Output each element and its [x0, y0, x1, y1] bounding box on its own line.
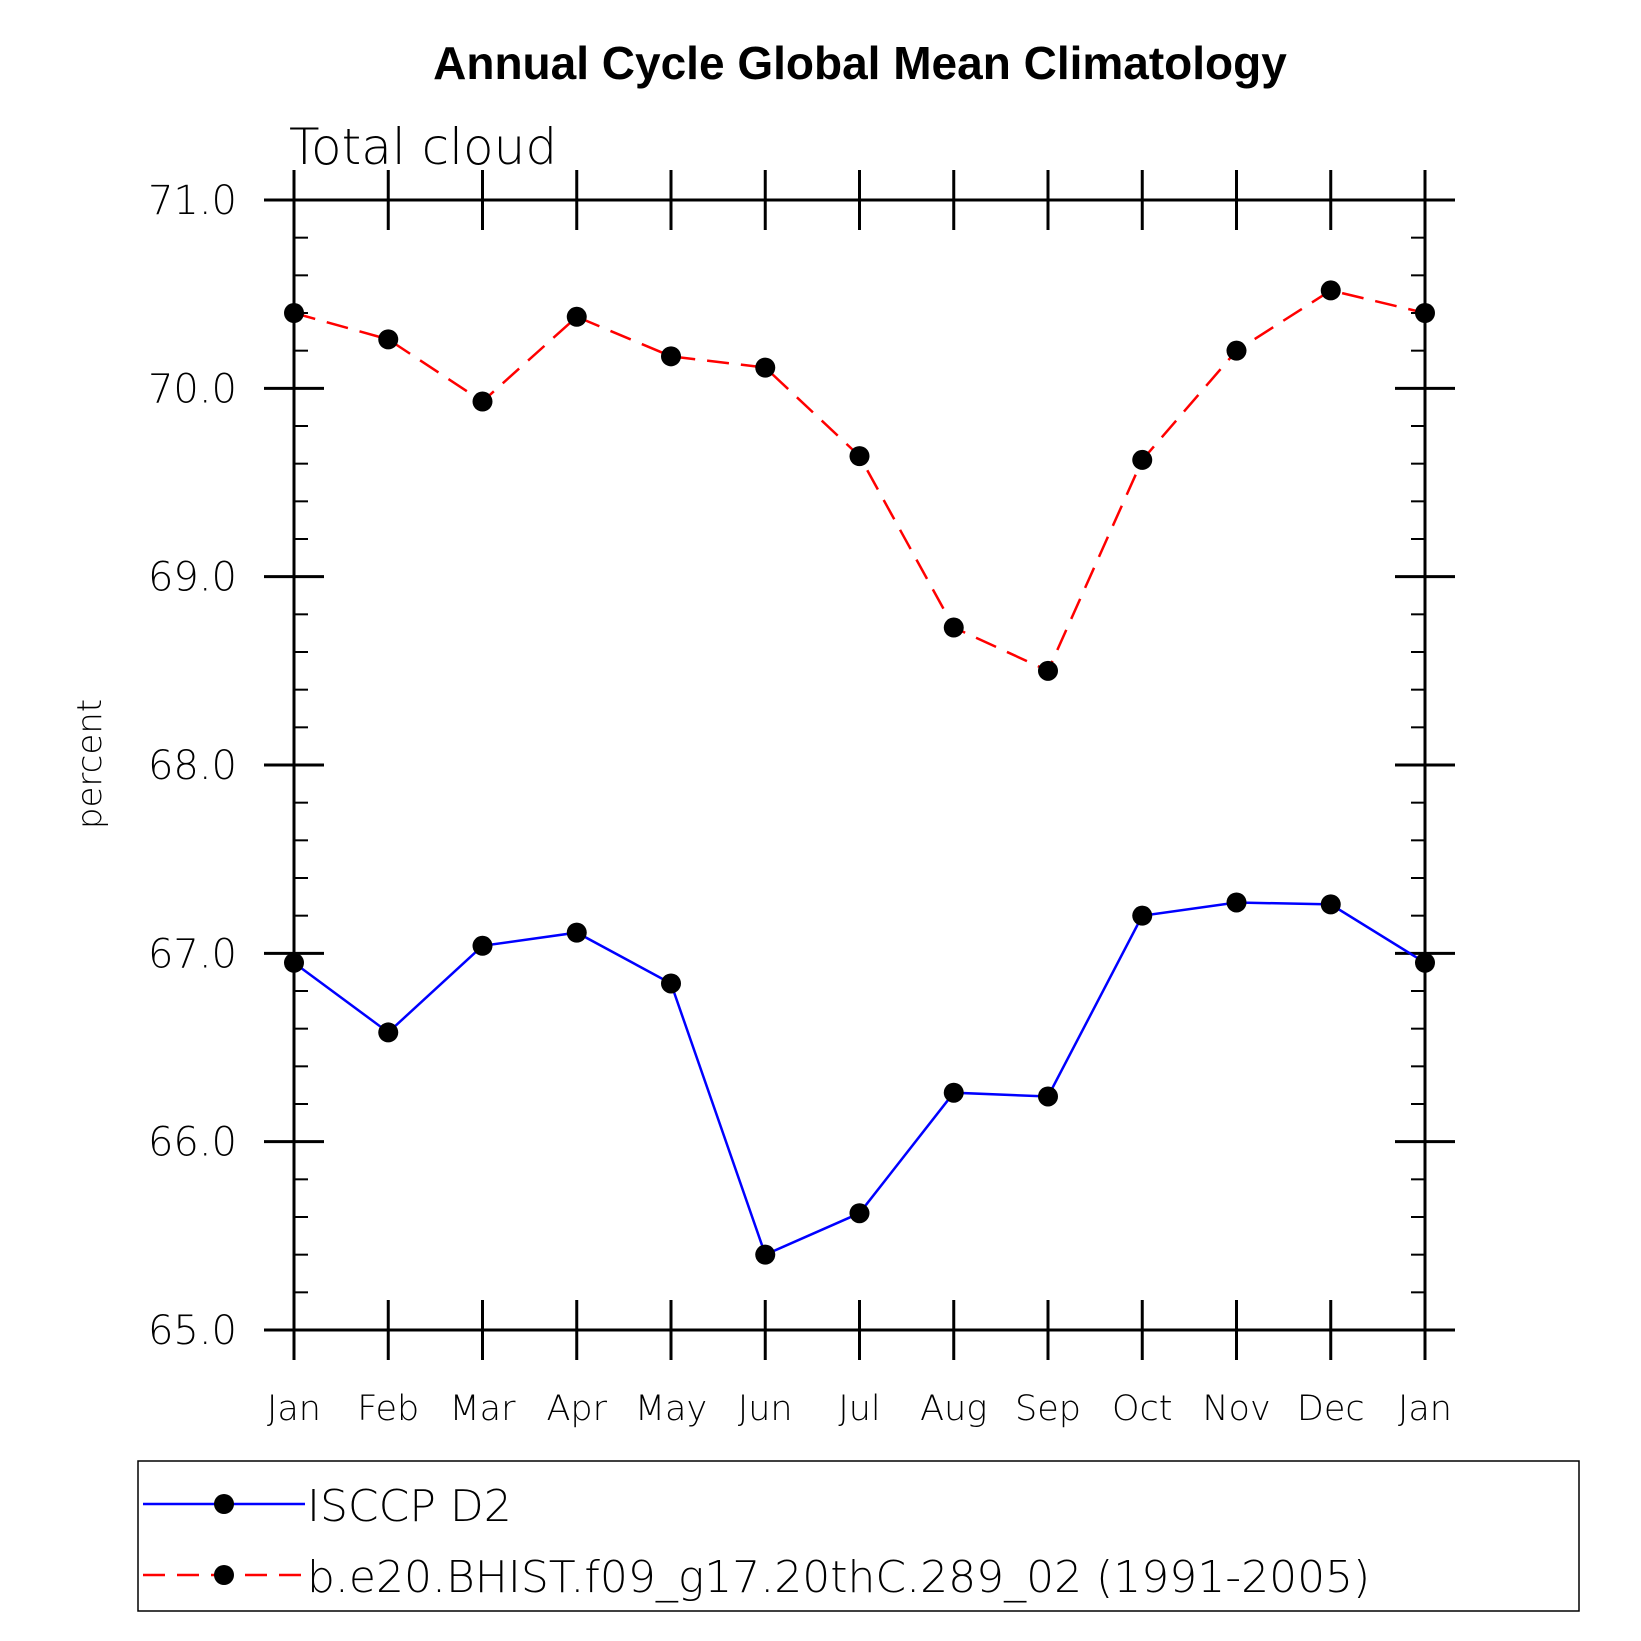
legend-box [137, 1460, 1580, 1612]
data-point [472, 935, 493, 956]
x-tick-label: Jan [1398, 1389, 1452, 1429]
data-point [943, 617, 964, 638]
series-markers [284, 280, 1435, 1265]
legend-label-isccp: ISCCP D2 [307, 1481, 512, 1532]
data-point [661, 346, 681, 367]
x-tick-label: Sep [1015, 1389, 1081, 1429]
legend: ISCCP D2 b.e20.BHIST.f09_g17.20thC.289_0… [137, 1460, 1580, 1612]
x-tick-label: Jun [738, 1389, 793, 1429]
data-point [284, 952, 304, 973]
y-tick-label: 65.0 [148, 1308, 237, 1354]
data-point [1320, 894, 1341, 915]
x-tick-label: Feb [357, 1389, 419, 1429]
chart-title: Annual Cycle Global Mean Climatology [433, 37, 1287, 89]
y-axis-label: percent [70, 699, 110, 829]
chart-subtitle: Total cloud [289, 118, 557, 176]
data-point [1415, 303, 1435, 323]
x-tick-label: Nov [1202, 1389, 1270, 1429]
x-tick-labels: Jan Feb Mar Apr May Jun Jul Aug Sep Oct Nov Dec Jan [267, 1389, 1452, 1429]
y-tick-label: 67.0 [148, 931, 237, 977]
y-tick-label: 71.0 [148, 178, 237, 224]
legend-label-model: b.e20.BHIST.f09_g17.20thC.289_02 (1991-2… [307, 1552, 1370, 1603]
data-point [1226, 340, 1247, 361]
data-point [849, 446, 870, 467]
data-point [1226, 892, 1247, 913]
data-point [1132, 449, 1153, 470]
y-tick-label: 66.0 [148, 1120, 237, 1166]
data-point [755, 1244, 776, 1265]
x-tick-label: Jul [838, 1389, 880, 1429]
series-line-1 [293, 289, 1426, 673]
data-point [566, 922, 587, 943]
data-point [1415, 952, 1435, 973]
x-tick-label: Jan [267, 1389, 321, 1429]
plot-frame [292, 198, 1427, 1332]
data-point [378, 329, 399, 350]
legend-marker-model [214, 1565, 234, 1585]
x-tick-label: May [635, 1389, 707, 1429]
x-tick-label: Dec [1297, 1389, 1365, 1429]
y-tick-label: 68.0 [148, 743, 237, 789]
y-tick-labels: 65.0 66.0 67.0 68.0 69.0 70.0 71.0 [148, 178, 237, 1354]
data-point [755, 357, 776, 378]
data-point [1038, 660, 1058, 681]
data-point [943, 1082, 964, 1103]
data-point [472, 391, 493, 412]
data-point [284, 303, 304, 323]
data-point [1132, 905, 1153, 926]
x-tick-label: Mar [449, 1389, 516, 1429]
data-point [1320, 280, 1341, 301]
x-tick-label: Apr [546, 1389, 607, 1429]
series-line-0 [293, 901, 1426, 1257]
y-tick-label: 70.0 [148, 366, 237, 412]
axis-ticks [264, 170, 1455, 1360]
x-tick-label: Oct [1112, 1389, 1173, 1429]
x-tick-label: Aug [920, 1389, 987, 1429]
legend-marker-isccp [214, 1494, 234, 1514]
y-tick-label: 69.0 [148, 555, 237, 601]
data-point [849, 1203, 870, 1224]
series-lines [293, 289, 1426, 1257]
data-point [378, 1022, 399, 1043]
data-point [661, 973, 681, 994]
data-point [566, 306, 587, 327]
data-point [1038, 1086, 1058, 1107]
